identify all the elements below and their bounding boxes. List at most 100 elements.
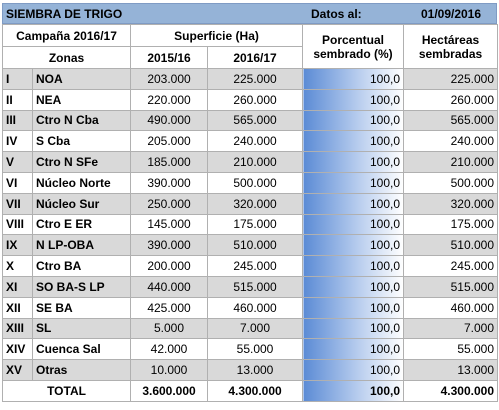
- area-2016: 260.000: [207, 88, 304, 111]
- zone-number: VIII: [2, 213, 33, 236]
- hectares-sown: 175.000: [403, 213, 499, 236]
- data-row: X Ctro BA 200.000 245.000 100,0 245.000: [2, 255, 499, 277]
- zone-number: VII: [2, 192, 33, 215]
- area-2015: 490.000: [130, 109, 209, 132]
- sheet: SIEMBRA DE TRIGO Datos al: 01/09/2016 Ca…: [1, 3, 499, 402]
- header-line: sembradas: [418, 46, 483, 61]
- header-row: Zonas 2015/16 2016/17: [1, 46, 498, 69]
- hectares-sown: 7.000: [403, 317, 499, 340]
- area-2016: 210.000: [207, 151, 304, 173]
- data-row: XI SO BA-S LP 440.000 515.000 100,0 515.000: [2, 275, 499, 298]
- zone-number: II: [2, 88, 33, 111]
- zone-name: Núcleo Norte: [31, 171, 132, 194]
- surface-header: Superficie (Ha): [130, 24, 304, 47]
- zone-number: IX: [2, 234, 33, 257]
- zone-number: VI: [2, 171, 33, 194]
- hectares-sown: 210.000: [403, 151, 499, 173]
- data-row: IV S Cba 205.000 240.000 100,0 240.000: [2, 130, 499, 153]
- data-row: XIII SL 5.000 7.000 100,0 7.000: [2, 317, 499, 340]
- data-row: VI Núcleo Norte 390.000 500.000 100,0 500.000: [2, 171, 499, 194]
- area-2015: 220.000: [130, 88, 209, 111]
- zone-number: X: [2, 255, 33, 277]
- zone-name: SO BA-S LP: [31, 275, 132, 298]
- percent-sown: 100,0: [302, 192, 405, 215]
- area-2016: 565.000: [207, 109, 304, 132]
- total-2016: 4.300.000: [207, 379, 304, 402]
- zone-number: III: [2, 109, 33, 132]
- hectares-sown: 500.000: [403, 171, 499, 194]
- zone-name: Otras: [31, 359, 132, 381]
- zone-name: NEA: [31, 88, 132, 111]
- hectares-sown: 260.000: [403, 88, 499, 111]
- area-2015: 203.000: [130, 68, 209, 90]
- area-2015: 5.000: [130, 317, 209, 340]
- zone-name: Ctro N SFe: [31, 151, 132, 173]
- zone-number: XIV: [2, 338, 33, 361]
- percent-sown: 100,0: [302, 317, 405, 340]
- zone-name: Ctro E ER: [31, 213, 132, 236]
- area-2016: 175.000: [207, 213, 304, 236]
- hectares-sown: 515.000: [403, 275, 499, 298]
- zone-name: N LP-OBA: [31, 234, 132, 257]
- zone-name: Cuenca Sal: [31, 338, 132, 361]
- percent-sown: 100,0: [302, 275, 405, 298]
- zone-name: NOA: [31, 68, 132, 90]
- area-2015: 10.000: [130, 359, 209, 381]
- hectares-sown: 55.000: [403, 338, 499, 361]
- total-row: TOTAL 3.600.000 4.300.000 100,0 4.300.000: [1, 379, 499, 402]
- zone-number: XV: [2, 359, 33, 381]
- hectares-sown: 13.000: [403, 359, 499, 381]
- area-2016: 500.000: [207, 171, 304, 194]
- percent-sown: 100,0: [302, 109, 405, 132]
- percent-sown: 100,0: [302, 359, 405, 381]
- area-2015: 390.000: [130, 234, 209, 257]
- date: 01/09/2016: [420, 6, 482, 21]
- data-row: VIII Ctro E ER 145.000 175.000 100,0 175.000: [2, 213, 499, 236]
- title-bar: SIEMBRA DE TRIGO Datos al: 01/09/2016: [2, 3, 497, 24]
- data-row: IX N LP-OBA 390.000 510.000 100,0 510.000: [2, 234, 499, 257]
- total-2015: 3.600.000: [130, 379, 209, 402]
- total-hectares: 4.300.000: [403, 379, 499, 402]
- data-row: XIV Cuenca Sal 42.000 55.000 100,0 55.000: [2, 338, 499, 361]
- area-2016: 13.000: [207, 359, 304, 381]
- percent-sown: 100,0: [302, 338, 405, 361]
- area-2016: 320.000: [207, 192, 304, 215]
- area-2016: 245.000: [207, 255, 304, 277]
- hectares-sown: 320.000: [403, 192, 499, 215]
- zone-name: SE BA: [31, 296, 132, 319]
- area-2015: 205.000: [130, 130, 209, 153]
- hectares-sown: 565.000: [403, 109, 499, 132]
- area-2016: 240.000: [207, 130, 304, 153]
- area-2015: 42.000: [130, 338, 209, 361]
- area-2015: 390.000: [130, 171, 209, 194]
- zone-number: V: [2, 151, 33, 173]
- area-2015: 250.000: [130, 192, 209, 215]
- header-row: Campaña 2016/17 Superficie (Ha) Porcentu…: [1, 24, 499, 69]
- area-2016: 7.000: [207, 317, 304, 340]
- table-body: Campaña 2016/17 Superficie (Ha) Porcentu…: [1, 24, 499, 402]
- percent-sown: 100,0: [302, 171, 405, 194]
- percent-sown: 100,0: [302, 68, 405, 90]
- area-2015: 145.000: [130, 213, 209, 236]
- percent-sown: 100,0: [302, 234, 405, 257]
- total-label: TOTAL: [1, 379, 132, 402]
- percent-sown: 100,0: [302, 151, 405, 173]
- zone-name: Ctro N Cba: [31, 109, 132, 132]
- percent-sown: 100,0: [302, 88, 405, 111]
- hectares-sown: 225.000: [403, 68, 499, 90]
- hectares-sown: 245.000: [403, 255, 499, 277]
- data-row: VII Núcleo Sur 250.000 320.000 100,0 320.000: [2, 192, 499, 215]
- table: Campaña 2016/17 Superficie (Ha) Porcentu…: [1, 24, 499, 402]
- zone-number: XII: [2, 296, 33, 319]
- zone-name: S Cba: [31, 130, 132, 153]
- percent-sown: 100,0: [302, 255, 405, 277]
- area-2016: 225.000: [207, 68, 304, 90]
- zone-number: I: [2, 68, 33, 90]
- campaign-header: Campaña 2016/17: [1, 24, 132, 47]
- hectares-sown: 460.000: [403, 296, 499, 319]
- zone-name: Núcleo Sur: [31, 192, 132, 215]
- year-header: 2015/16: [130, 46, 209, 69]
- hectares-sown: 510.000: [403, 234, 499, 257]
- area-2015: 440.000: [130, 275, 209, 298]
